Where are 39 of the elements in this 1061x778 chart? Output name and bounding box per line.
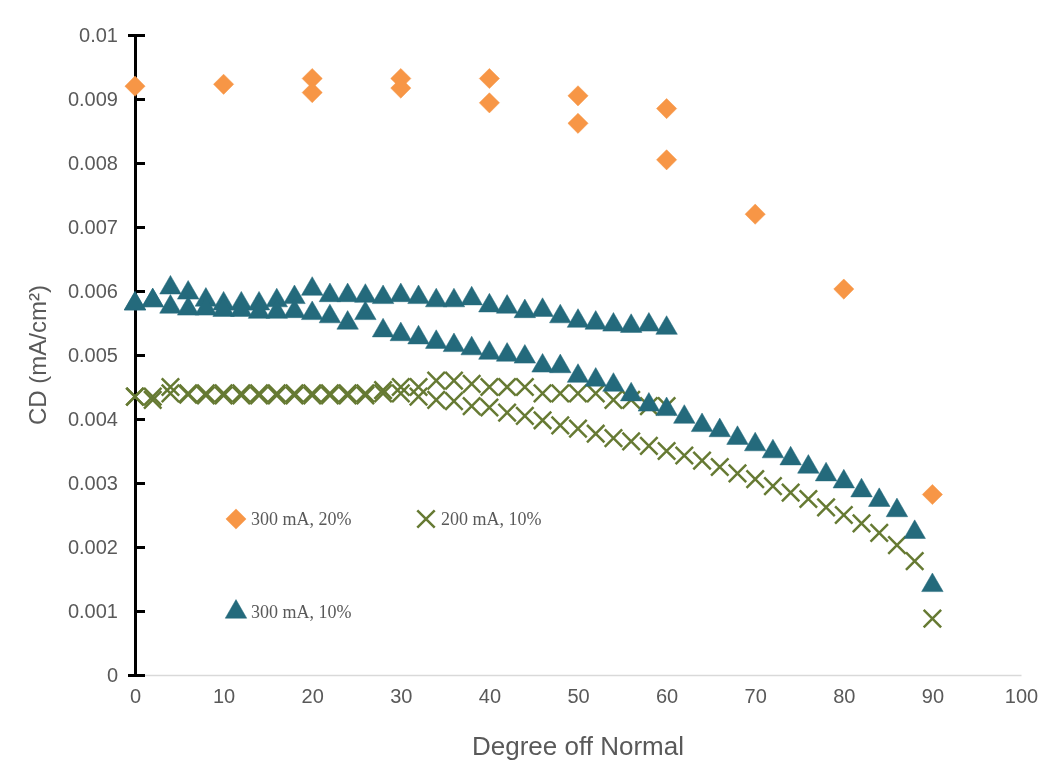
point xyxy=(479,68,500,89)
x-tick-label: 80 xyxy=(833,685,856,708)
x-tick-label: 50 xyxy=(567,685,590,708)
point xyxy=(301,82,323,103)
x-tick-label: 60 xyxy=(655,685,679,708)
y-tick-label: 0.01 xyxy=(79,23,118,46)
y-tick-label: 0.002 xyxy=(67,535,118,558)
point xyxy=(567,85,589,107)
point xyxy=(479,92,500,114)
point xyxy=(833,278,855,300)
x-tick-label: 90 xyxy=(921,685,945,708)
y-tick-label: 0.007 xyxy=(67,215,118,238)
legend-label: 300 mA, 20% xyxy=(251,509,352,529)
x-tick-label: 10 xyxy=(212,685,236,708)
y-tick-label: 0.003 xyxy=(67,471,118,494)
x-tick-label: 70 xyxy=(744,685,767,708)
y-axis-title: CD (mA/cm²) xyxy=(24,285,51,425)
x-tick-label: 40 xyxy=(478,685,502,708)
legend-label: 200 mA, 10% xyxy=(441,509,542,529)
y-tick-label: 0.008 xyxy=(67,151,118,174)
y-tick-label: 0.006 xyxy=(67,279,118,302)
y-tick-label: 0 xyxy=(106,663,118,686)
x-tick-label: 20 xyxy=(301,685,324,708)
y-tick-label: 0.004 xyxy=(67,407,118,430)
x-tick-label: 100 xyxy=(1004,685,1039,708)
x-tick-label: 0 xyxy=(129,685,142,708)
y-tick-label: 0.001 xyxy=(67,599,118,622)
legend-label: 300 mA, 10% xyxy=(251,602,352,622)
point xyxy=(922,484,943,505)
point xyxy=(213,73,234,95)
point xyxy=(656,98,677,119)
point xyxy=(124,75,146,97)
x-tick-label: 30 xyxy=(390,685,413,708)
point xyxy=(744,203,766,225)
point xyxy=(567,112,589,134)
y-tick-label: 0.005 xyxy=(67,343,118,366)
y-tick-label: 0.009 xyxy=(67,87,118,110)
x-axis-title: Degree off Normal xyxy=(472,731,684,761)
point xyxy=(656,149,677,171)
